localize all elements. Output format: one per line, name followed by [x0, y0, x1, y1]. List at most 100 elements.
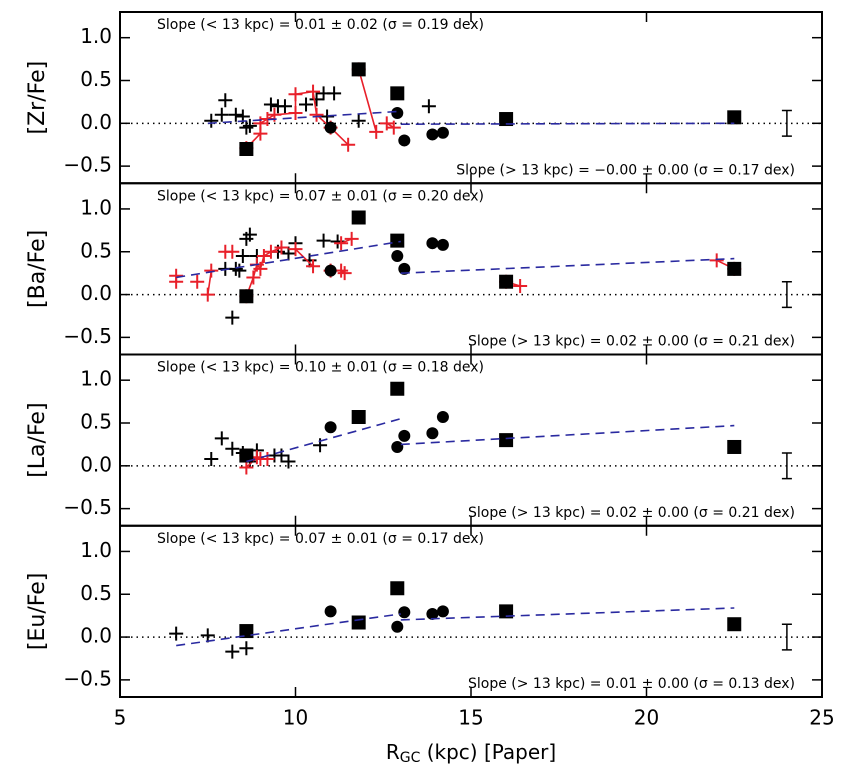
circle-marker: [398, 134, 411, 147]
y-tick-label: 1.0: [80, 367, 112, 391]
square-marker: [499, 112, 514, 127]
plus-marker: [204, 451, 219, 466]
series: [176, 613, 401, 647]
plus-marker: [288, 87, 303, 102]
error-bar: [781, 623, 792, 651]
x-axis-label-part: GC: [400, 750, 421, 766]
series: [324, 237, 449, 277]
slope-note: Slope (< 13 kpc) = 0.01 ± 0.02 (σ = 0.19…: [157, 17, 484, 33]
square-marker: [239, 142, 254, 156]
series: [204, 431, 328, 469]
square-marker: [390, 233, 405, 248]
x-tick-label: 20: [634, 706, 659, 730]
plus-marker: [263, 244, 278, 259]
circle-marker: [391, 440, 404, 453]
plus-marker: [239, 120, 254, 135]
x-tick-label: 10: [283, 706, 308, 730]
error-bar: [781, 280, 792, 309]
plus-marker: [306, 84, 321, 99]
series: [239, 581, 742, 639]
square-marker: [239, 289, 254, 304]
series: [239, 381, 742, 463]
error-bar: [781, 109, 792, 137]
circle-marker: [324, 605, 337, 618]
slope-note: Slope (> 13 kpc) = 0.02 ± 0.00 (σ = 0.21…: [468, 505, 795, 521]
x-tick-label: 25: [809, 706, 834, 730]
y-tick-label: −0.5: [63, 666, 112, 690]
series: [239, 62, 742, 156]
slope-note: Slope (< 13 kpc) = 0.07 ± 0.01 (σ = 0.17…: [157, 531, 484, 547]
circle-marker: [426, 607, 439, 620]
square-marker: [727, 261, 742, 276]
y-tick-label: 0.0: [80, 110, 112, 134]
square-marker: [499, 604, 514, 619]
fit-line: [246, 417, 402, 463]
series: [239, 210, 742, 304]
y-tick-label: 0.5: [80, 581, 112, 605]
slope-note: Slope (> 13 kpc) = −0.00 ± 0.00 (σ = 0.1…: [456, 162, 795, 178]
y-axis-label: [Ba/Fe]: [25, 230, 50, 308]
connector: [245, 69, 395, 149]
plot-frame: [119, 353, 823, 527]
series: [169, 626, 254, 659]
slope-note: Slope (< 13 kpc) = 0.07 ± 0.01 (σ = 0.20…: [157, 188, 484, 204]
square-marker: [390, 381, 405, 396]
square-marker: [351, 210, 366, 225]
square-marker: [499, 433, 514, 448]
plus-marker: [306, 259, 321, 274]
slope-note: Slope (> 13 kpc) = 0.01 ± 0.00 (σ = 0.13…: [468, 676, 795, 692]
plus-marker: [225, 644, 240, 659]
plus-marker: [316, 233, 331, 248]
y-tick-label: −0.5: [63, 324, 112, 348]
plus-marker: [274, 240, 289, 255]
plus-marker: [228, 261, 243, 276]
plus-marker: [369, 124, 384, 139]
circle-marker: [398, 606, 411, 619]
plus-marker: [320, 109, 335, 124]
plus-marker: [242, 118, 257, 133]
y-axis-label: [Eu/Fe]: [25, 573, 50, 650]
series: [169, 231, 742, 304]
y-tick-label: 0.0: [80, 624, 112, 648]
y-tick-label: 0.0: [80, 452, 112, 476]
series: [781, 280, 792, 309]
series: [781, 109, 792, 137]
fit-line: [176, 613, 401, 647]
series: [324, 605, 449, 633]
y-tick-label: −0.5: [63, 153, 112, 177]
plus-marker: [274, 448, 289, 463]
series: [400, 257, 735, 274]
series: [781, 452, 792, 480]
plus-marker: [341, 137, 356, 152]
plus-marker: [218, 93, 233, 108]
circle-marker: [436, 126, 449, 139]
y-tick-label: 1.0: [80, 538, 112, 562]
plus-marker: [299, 97, 314, 112]
series: [781, 623, 792, 651]
plus-marker: [263, 97, 278, 112]
plus-marker: [337, 266, 352, 281]
plus-marker: [260, 451, 275, 466]
circle-marker: [426, 427, 439, 440]
circle-marker: [398, 429, 411, 442]
circle-marker: [436, 605, 449, 618]
x-axis-label-part: (kpc) [Paper]: [420, 740, 556, 764]
plus-marker: [253, 261, 268, 276]
plus-marker: [169, 626, 184, 641]
plus-marker: [344, 231, 359, 246]
x-tick-label: 15: [458, 706, 483, 730]
plus-marker: [214, 107, 229, 122]
series: [239, 62, 401, 156]
slope-note: Slope (> 13 kpc) = 0.02 ± 0.00 (σ = 0.21…: [468, 334, 795, 350]
series: [207, 110, 401, 125]
plus-marker: [204, 263, 219, 278]
plus-marker: [256, 249, 271, 264]
series: [218, 227, 345, 325]
plus-marker: [288, 242, 303, 257]
square-marker: [727, 110, 742, 125]
square-marker: [351, 410, 366, 425]
circle-marker: [324, 121, 337, 134]
plus-marker: [200, 628, 215, 643]
x-tick-label: 5: [114, 706, 127, 730]
